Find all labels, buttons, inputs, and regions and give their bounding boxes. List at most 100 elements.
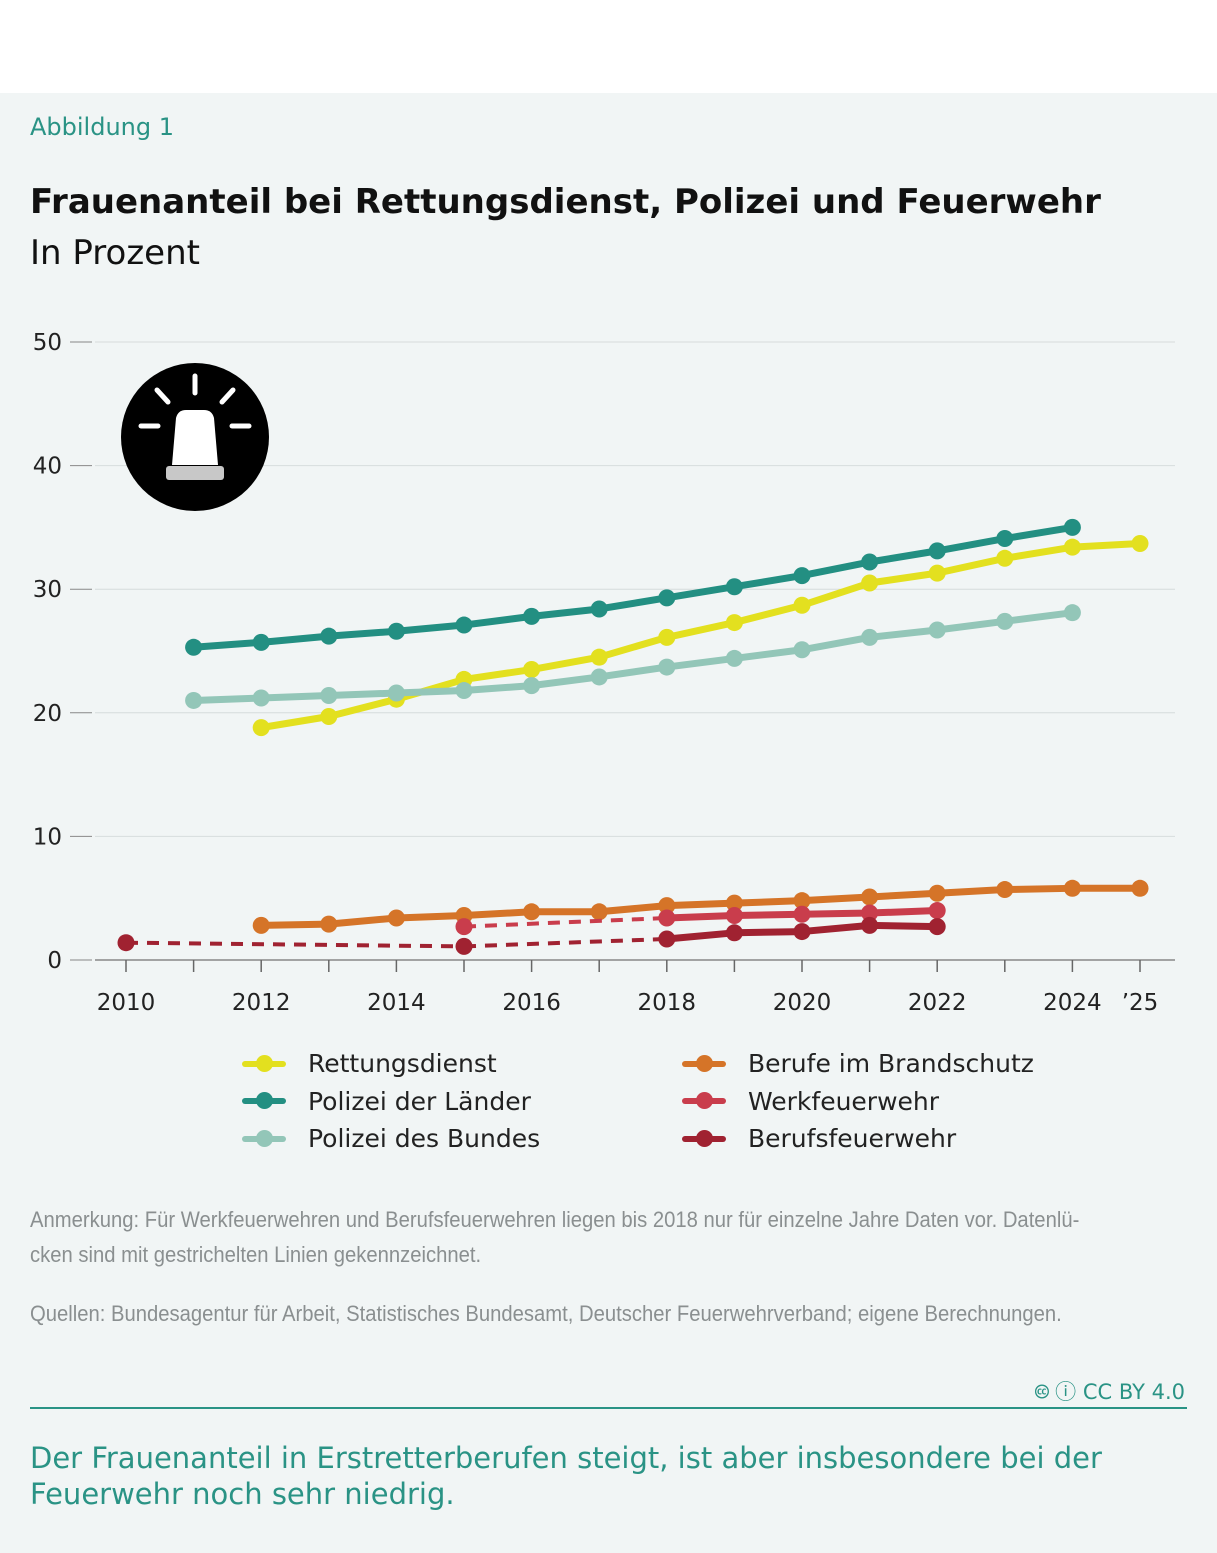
line-segment (595, 633, 671, 661)
series-rettungsdienst (252, 534, 1149, 737)
data-point (996, 549, 1014, 567)
legend-label: Werkfeuerwehr (748, 1086, 940, 1116)
data-point (523, 661, 541, 679)
data-point (725, 614, 743, 632)
legend-swatch (682, 1092, 726, 1110)
data-point (793, 905, 811, 923)
data-point (793, 596, 811, 614)
line-segment (257, 713, 333, 732)
line-segment (1068, 539, 1144, 551)
data-point (861, 904, 879, 922)
legend-swatch (682, 1054, 726, 1072)
data-point (725, 894, 743, 912)
data-point (1063, 879, 1081, 897)
series-werkfeuerwehr (455, 902, 946, 936)
line-segment (866, 921, 941, 931)
data-point (928, 564, 946, 582)
x-tick-label: 2020 (773, 990, 832, 1016)
line-segment (730, 897, 806, 907)
x-tick-label: ’25 (1122, 990, 1159, 1016)
chart-subtitle: In Prozent (30, 233, 200, 273)
chart-title: Frauenanteil bei Rettungsdienst, Polizei… (30, 182, 1101, 222)
x-tick-label: 2012 (232, 990, 291, 1016)
data-point (996, 530, 1014, 548)
line-segment (392, 687, 468, 697)
line-segment (798, 579, 874, 609)
license-text: CC BY 4.0 (1082, 1380, 1185, 1404)
line-segment (866, 569, 941, 587)
data-point (861, 888, 879, 906)
data-point (252, 916, 270, 934)
line-segment (190, 638, 265, 651)
series-berufsfeuerwehr (117, 916, 946, 955)
line-segment (730, 910, 806, 920)
y-tick-label: 10 (33, 824, 62, 850)
data-point (658, 930, 676, 948)
line-segment (595, 594, 671, 613)
legend-item: Polizei des Bundes (242, 1120, 540, 1158)
sources: Quellen: Bundesagentur für Arbeit, Stati… (30, 1301, 1062, 1326)
data-point (658, 658, 676, 676)
data-point (252, 689, 270, 707)
line-segment (730, 601, 806, 627)
legend-swatch (242, 1129, 286, 1147)
legend-swatch (242, 1054, 286, 1072)
data-point (455, 616, 473, 634)
data-point (928, 542, 946, 560)
data-point (658, 628, 676, 646)
by-icon: ⓘ (1055, 1380, 1077, 1404)
legend-right: Berufe im Brandschutz Werkfeuerwehr Berufs… (682, 1045, 1034, 1158)
line-segment (325, 689, 400, 699)
line-segment (663, 899, 738, 910)
line-segment (866, 626, 941, 641)
cc-icon: 🅭 (1035, 1380, 1049, 1404)
data-point (185, 691, 203, 709)
y-tick-label: 20 (33, 701, 62, 727)
data-point (455, 937, 473, 955)
x-tick-label: 2018 (638, 990, 697, 1016)
line-segment (798, 921, 874, 936)
line-segment (933, 617, 1009, 634)
takeaway: Der Frauenanteil in Erstretterberufen st… (30, 1441, 1102, 1511)
dashed-segment (463, 936, 667, 949)
line-segment (528, 653, 603, 674)
data-point (387, 684, 405, 702)
data-point (523, 607, 541, 625)
line-segment (866, 547, 941, 566)
legend-label: Polizei des Bundes (308, 1124, 541, 1154)
legend-left: Rettungsdienst Polizei der Länder Polizei … (242, 1045, 540, 1158)
series-polizei-des-bundes (185, 604, 1081, 709)
data-point (928, 884, 946, 902)
line-segment (798, 893, 874, 905)
legend-item: Rettungsdienst (242, 1045, 540, 1083)
line-segment (730, 928, 806, 937)
line-segment (1001, 884, 1076, 894)
x-tick-label: 2022 (908, 990, 967, 1016)
line-segment (933, 554, 1009, 577)
data-point (928, 918, 946, 936)
legend-item: Berufsfeuerwehr (682, 1120, 1034, 1158)
series-berufe-im-brandschutz (252, 879, 1149, 934)
data-point (996, 612, 1014, 630)
line-segment (663, 654, 738, 671)
data-point (928, 902, 946, 920)
line-segment (663, 583, 738, 602)
line-segment (1001, 543, 1076, 562)
data-point (320, 627, 338, 645)
data-point (252, 719, 270, 737)
data-point (387, 909, 405, 927)
data-point (455, 918, 473, 936)
data-point (1131, 534, 1149, 552)
line-segment (798, 633, 874, 654)
line-segment (1001, 609, 1076, 625)
data-point (996, 881, 1014, 899)
data-point (658, 897, 676, 915)
data-point (185, 638, 203, 656)
line-segment (460, 612, 536, 629)
data-point (793, 641, 811, 659)
figure-label: Abbildung 1 (30, 113, 175, 141)
line-segment (798, 909, 874, 918)
line-segment (595, 663, 671, 681)
legend-label: Polizei der Länder (308, 1086, 531, 1116)
